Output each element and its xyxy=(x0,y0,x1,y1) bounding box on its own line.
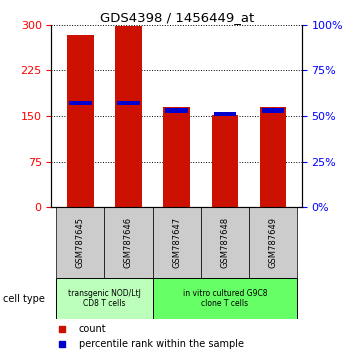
Bar xyxy=(117,101,140,105)
Text: GSM787648: GSM787648 xyxy=(220,217,229,268)
Text: transgenic NOD/LtJ
CD8 T cells: transgenic NOD/LtJ CD8 T cells xyxy=(68,289,141,308)
Bar xyxy=(115,26,142,207)
Bar xyxy=(249,207,297,278)
Bar xyxy=(212,115,238,207)
Text: GSM787646: GSM787646 xyxy=(124,217,133,268)
Bar xyxy=(201,207,249,278)
Bar xyxy=(153,278,297,319)
Bar xyxy=(260,107,286,207)
Title: GDS4398 / 1456449_at: GDS4398 / 1456449_at xyxy=(99,11,254,24)
Text: count: count xyxy=(79,324,107,333)
Bar xyxy=(69,101,92,105)
Bar xyxy=(163,107,190,207)
Bar xyxy=(104,207,153,278)
Bar xyxy=(67,35,94,207)
Text: GSM787645: GSM787645 xyxy=(76,217,85,268)
Text: GSM787649: GSM787649 xyxy=(269,217,277,268)
Bar xyxy=(262,108,284,113)
Bar xyxy=(165,108,188,113)
Bar xyxy=(56,207,104,278)
Bar xyxy=(56,278,153,319)
Text: in vitro cultured G9C8
clone T cells: in vitro cultured G9C8 clone T cells xyxy=(182,289,267,308)
Text: percentile rank within the sample: percentile rank within the sample xyxy=(79,339,244,349)
Bar xyxy=(153,207,201,278)
Bar xyxy=(214,112,236,116)
Text: cell type: cell type xyxy=(3,294,45,304)
Text: GSM787647: GSM787647 xyxy=(172,217,181,268)
